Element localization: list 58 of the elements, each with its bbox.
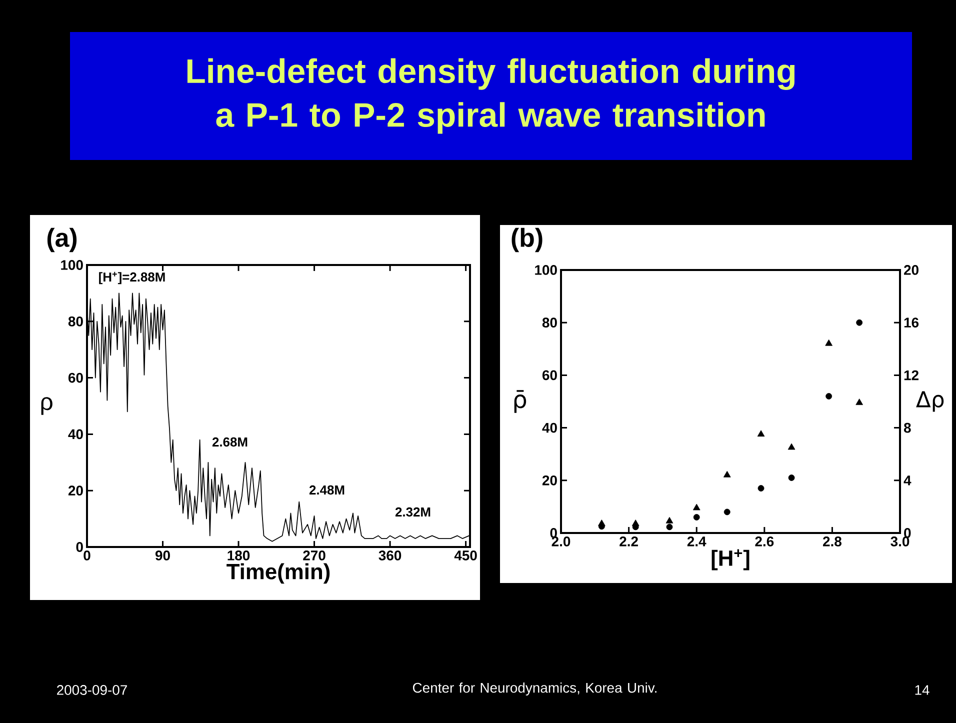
point bbox=[757, 430, 765, 437]
y-tick-label: 100 bbox=[61, 260, 83, 270]
y2-axis-title: Δρ bbox=[916, 391, 944, 412]
point bbox=[723, 470, 731, 478]
y2-tick-label: 8 bbox=[904, 422, 911, 433]
point bbox=[724, 508, 730, 516]
point bbox=[856, 398, 863, 406]
point bbox=[598, 520, 606, 526]
y-tick-label: 100 bbox=[535, 265, 557, 275]
point bbox=[666, 516, 674, 524]
x-tick-label: 2.2 bbox=[620, 536, 638, 546]
annotation: 2.32M bbox=[395, 507, 430, 517]
point bbox=[788, 443, 796, 450]
y-tick-label: 60 bbox=[542, 370, 557, 380]
text: (a) bbox=[47, 228, 77, 252]
y-tick-label: 40 bbox=[542, 422, 557, 433]
y2-tick-label: 12 bbox=[904, 370, 918, 380]
point bbox=[825, 339, 832, 346]
text: 2003-09-07 bbox=[57, 685, 127, 695]
y2-tick-label: 16 bbox=[904, 318, 919, 328]
point bbox=[632, 520, 640, 526]
point bbox=[758, 485, 764, 492]
x-axis-title: [H$^{+}$] bbox=[712, 549, 750, 570]
y-tick-label: 80 bbox=[542, 318, 557, 328]
point bbox=[788, 474, 795, 481]
text: 14 bbox=[915, 685, 930, 695]
point bbox=[693, 514, 700, 520]
point bbox=[826, 393, 832, 400]
y2-tick-label: 20 bbox=[904, 265, 918, 275]
y-axis-title: ρ̄ bbox=[514, 390, 526, 413]
chart-title: Line-defect density fluctuation during a P-1 to P-2 spiral wave transition bbox=[187, 58, 795, 134]
y-tick-label: 80 bbox=[68, 316, 83, 326]
x-tick-label: 360 bbox=[378, 550, 402, 560]
y-tick-label: 20 bbox=[68, 486, 83, 496]
x-axis-title: Time(min) bbox=[226, 563, 330, 584]
point bbox=[856, 319, 863, 326]
y-tick-label: 20 bbox=[542, 475, 557, 486]
annotation: 2.48M bbox=[309, 485, 344, 495]
x-tick-label: 2.4 bbox=[687, 536, 706, 546]
x-tick-label: 2.0 bbox=[552, 536, 570, 546]
x-tick-label: 180 bbox=[228, 550, 250, 560]
chart-title: (b) bbox=[512, 228, 542, 252]
text: Center for Neurodynamics, Korea Univ. bbox=[412, 682, 656, 696]
x-tick-label: 0 bbox=[84, 550, 90, 560]
x-tick-label: 90 bbox=[155, 550, 170, 560]
annotation: 2.68M bbox=[212, 437, 248, 447]
point bbox=[666, 524, 673, 530]
y-axis-title: ρ bbox=[41, 397, 52, 415]
annotation: [H$^{+}$]=2.88M bbox=[99, 272, 165, 284]
x-tick-label: 2.6 bbox=[755, 536, 774, 546]
x-tick-label: 270 bbox=[303, 550, 326, 560]
x-tick-label: 450 bbox=[454, 550, 477, 560]
x-tick-label: 3.0 bbox=[890, 536, 910, 546]
y-tick-label: 40 bbox=[68, 429, 83, 440]
y-tick-label: 60 bbox=[68, 372, 83, 383]
x-tick-label: 2.8 bbox=[823, 536, 842, 546]
point bbox=[692, 504, 700, 510]
y2-tick-label: 4 bbox=[904, 476, 912, 486]
